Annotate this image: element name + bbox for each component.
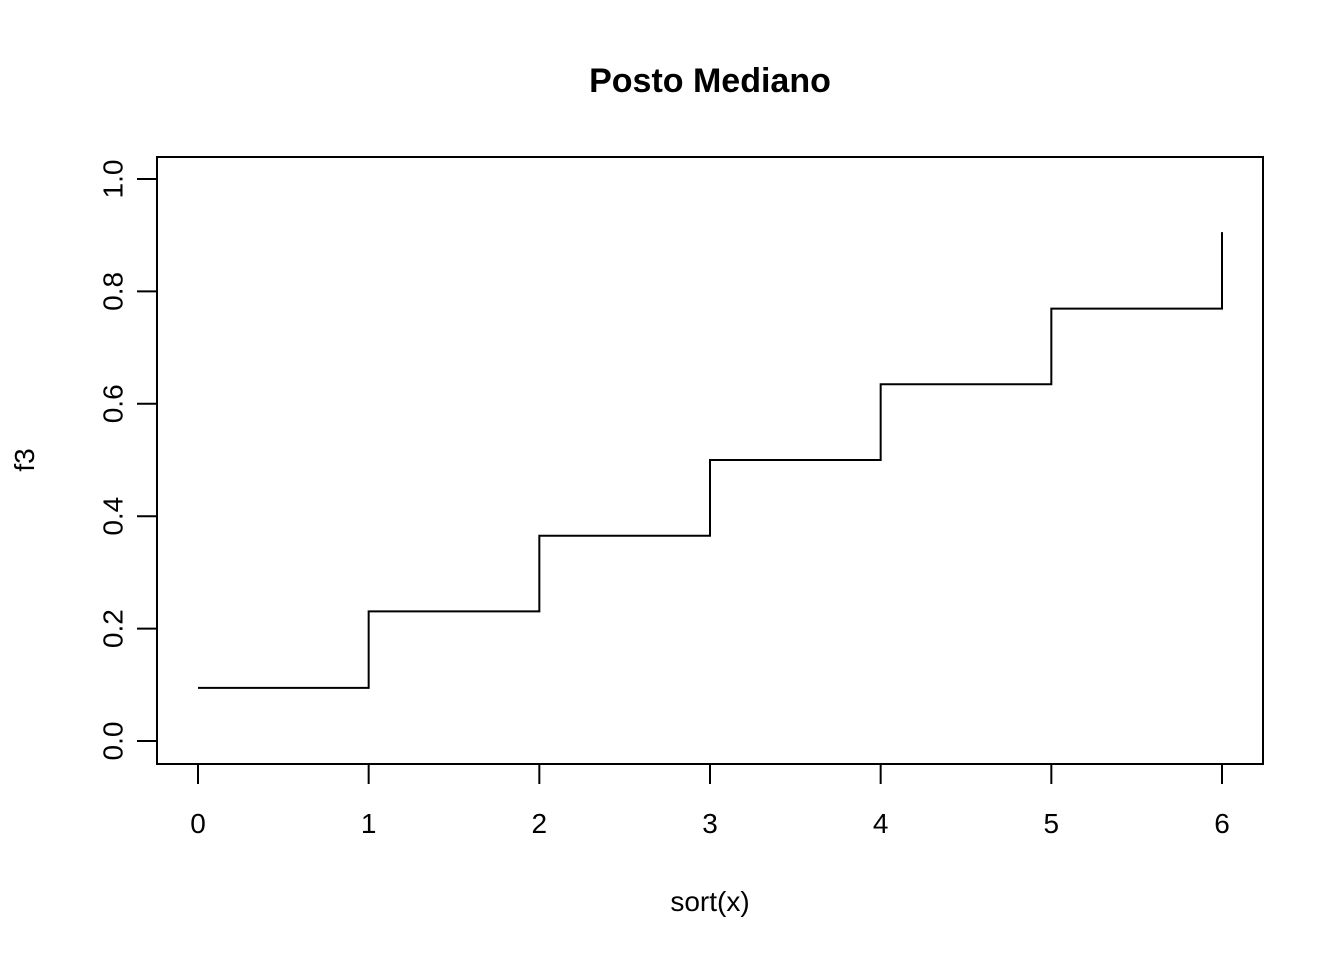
x-tick-label: 4 <box>873 808 889 839</box>
x-tick-label: 0 <box>190 808 206 839</box>
x-tick-label: 1 <box>361 808 377 839</box>
chart-title: Posto Mediano <box>589 62 831 100</box>
y-tick-label: 0.8 <box>98 272 129 311</box>
y-tick-label: 0.0 <box>98 722 129 761</box>
y-axis-label: f3 <box>9 448 40 471</box>
plot-area <box>198 232 1223 689</box>
x-tick-label: 3 <box>702 808 718 839</box>
x-tick-label: 2 <box>532 808 548 839</box>
y-tick-label: 0.6 <box>98 384 129 423</box>
x-tick-label: 6 <box>1214 808 1230 839</box>
x-axis-label: sort(x) <box>670 886 749 917</box>
series-step-line <box>198 232 1223 689</box>
y-tick-label: 0.2 <box>98 609 129 648</box>
x-tick-label: 5 <box>1044 808 1060 839</box>
y-axis: 0.0 0.2 0.4 0.6 0.8 1.0 <box>98 160 158 761</box>
y-tick-label: 1.0 <box>98 160 129 199</box>
y-tick-label: 0.4 <box>98 497 129 536</box>
x-axis: 0 1 2 3 4 5 6 <box>190 763 1230 839</box>
